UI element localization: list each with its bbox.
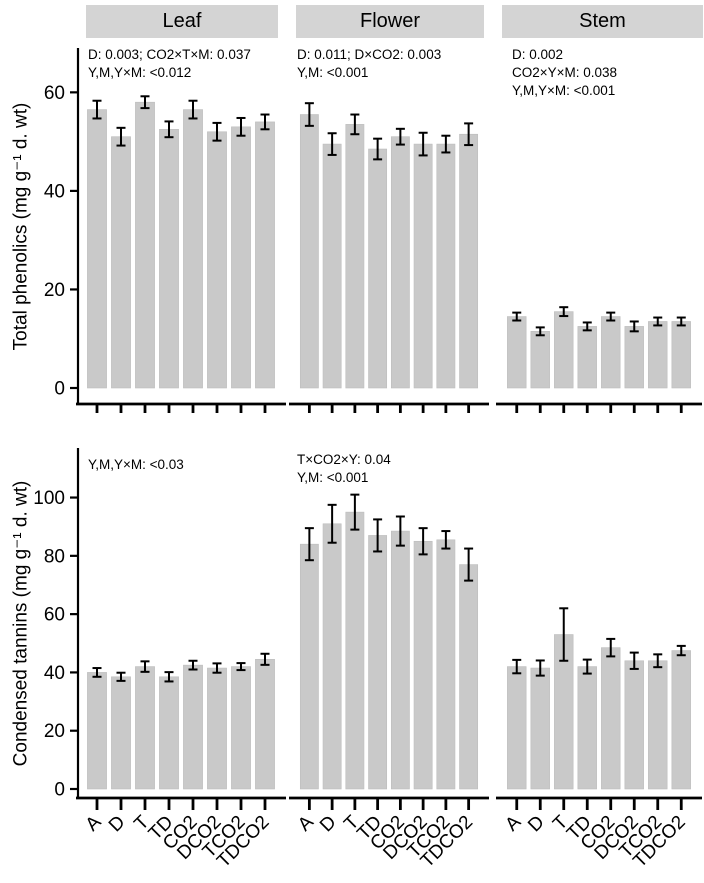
bar-stem-DCO2 xyxy=(624,660,644,790)
bar-stem-DCO2 xyxy=(624,326,644,389)
bar-leaf-CO2 xyxy=(183,664,203,790)
bar-stem-D xyxy=(530,667,550,790)
stats-annotation-phenolics-flower: D: 0.011; D×CO2: 0.003 Y,M: <0.001 xyxy=(297,46,441,82)
y-tick-label: 80 xyxy=(44,546,65,567)
bar-stem-CO2 xyxy=(601,316,621,389)
annotation-line: CO2×Y×M: 0.038 xyxy=(512,65,618,80)
bar-leaf-T xyxy=(135,666,155,790)
annotation-line: Y,M,Y×M: <0.012 xyxy=(88,65,192,80)
bar-stem-D xyxy=(530,331,550,389)
bar-flower-CO2 xyxy=(390,530,410,790)
y-tick-label: 20 xyxy=(44,280,65,301)
bar-leaf-D xyxy=(111,136,131,389)
bar-leaf-A xyxy=(87,672,107,790)
bar-leaf-TCO2 xyxy=(231,666,251,790)
bar-flower-TD xyxy=(368,535,388,790)
bar-stem-T xyxy=(554,311,574,389)
bar-stem-A xyxy=(507,316,527,389)
bar-leaf-DCO2 xyxy=(207,667,227,790)
stats-annotation-phenolics-leaf: D: 0.003; CO2×T×M: 0.037 Y,M,Y×M: <0.012 xyxy=(88,46,251,82)
bar-flower-TDCO2 xyxy=(459,133,479,389)
x-category-label: D xyxy=(105,812,130,837)
annotation-line: D: 0.003; CO2×T×M: 0.037 xyxy=(88,47,251,62)
x-category-label: D xyxy=(524,812,549,837)
bar-stem-A xyxy=(507,666,527,790)
y-tick-label: 20 xyxy=(44,721,65,742)
y-tick-label: 100 xyxy=(33,488,65,509)
y-tick-label: 0 xyxy=(54,379,65,400)
bar-flower-D xyxy=(322,143,342,389)
bar-flower-D xyxy=(322,523,342,790)
bar-leaf-D xyxy=(111,676,131,790)
bar-flower-CO2 xyxy=(390,136,410,389)
bar-stem-CO2 xyxy=(601,647,621,790)
bar-stem-TCO2 xyxy=(648,321,668,389)
facet-strip-leaf: Leaf xyxy=(86,5,278,38)
bar-flower-DCO2 xyxy=(413,540,433,790)
facet-strip-flower-label: Flower xyxy=(359,10,420,32)
bar-leaf-DCO2 xyxy=(207,131,227,389)
bar-leaf-A xyxy=(87,109,107,389)
bar-leaf-T xyxy=(135,101,155,389)
bar-stem-TD xyxy=(577,326,597,389)
y-tick-label: 40 xyxy=(44,663,65,684)
annotation-line: Y,M,Y×M: <0.03 xyxy=(88,457,184,472)
y-axis-title-condensed-tannins: Condensed tannins (mg g⁻¹ d. wt) xyxy=(10,480,32,766)
bar-leaf-TCO2 xyxy=(231,126,251,389)
stats-annotation-tannins-leaf: Y,M,Y×M: <0.03 xyxy=(88,456,184,474)
bar-flower-TCO2 xyxy=(436,143,456,389)
y-tick-label: 60 xyxy=(44,83,65,104)
bar-leaf-TDCO2 xyxy=(255,659,275,790)
bar-flower-T xyxy=(345,124,365,389)
bar-flower-TDCO2 xyxy=(459,564,479,790)
annotation-line: Y,M: <0.001 xyxy=(297,470,369,485)
bar-flower-A xyxy=(299,114,319,389)
annotation-line: D: 0.011; D×CO2: 0.003 xyxy=(297,47,442,62)
stats-annotation-tannins-flower: T×CO2×Y: 0.04 Y,M: <0.001 xyxy=(297,451,391,487)
bar-stem-TD xyxy=(577,666,597,790)
x-category-label: D xyxy=(316,812,341,837)
bar-flower-TD xyxy=(368,148,388,389)
y-axis-title-total-phenolics: Total phenolics (mg g⁻¹ d. wt) xyxy=(10,102,32,350)
annotation-line: D: 0.002 xyxy=(512,47,564,62)
facet-strip-leaf-label: Leaf xyxy=(162,10,202,32)
bar-flower-T xyxy=(345,511,365,790)
facet-strip-flower: Flower xyxy=(296,5,484,38)
facet-strip-stem: Stem xyxy=(502,5,703,38)
x-category-label: A xyxy=(501,811,525,835)
bar-leaf-TD xyxy=(159,129,179,389)
facet-strip-stem-label: Stem xyxy=(579,10,626,32)
y-tick-label: 40 xyxy=(44,181,65,202)
y-tick-label: 60 xyxy=(44,605,65,626)
bar-leaf-TDCO2 xyxy=(255,121,275,389)
bar-leaf-CO2 xyxy=(183,109,203,389)
annotation-line: Y,M: <0.001 xyxy=(297,65,369,80)
bar-flower-TCO2 xyxy=(436,539,456,790)
bar-stem-TCO2 xyxy=(648,660,668,790)
x-category-label: A xyxy=(294,811,318,835)
bar-flower-DCO2 xyxy=(413,143,433,389)
y-tick-label: 0 xyxy=(54,780,65,801)
bar-leaf-TD xyxy=(159,676,179,790)
stats-annotation-phenolics-stem: D: 0.002 CO2×Y×M: 0.038 Y,M,Y×M: <0.001 xyxy=(512,46,617,100)
bar-flower-A xyxy=(299,543,319,790)
annotation-line: T×CO2×Y: 0.04 xyxy=(297,452,391,467)
x-category-label: A xyxy=(82,811,106,835)
annotation-line: Y,M,Y×M: <0.001 xyxy=(512,83,616,98)
bar-stem-TDCO2 xyxy=(671,321,691,389)
bar-stem-TDCO2 xyxy=(671,650,691,790)
